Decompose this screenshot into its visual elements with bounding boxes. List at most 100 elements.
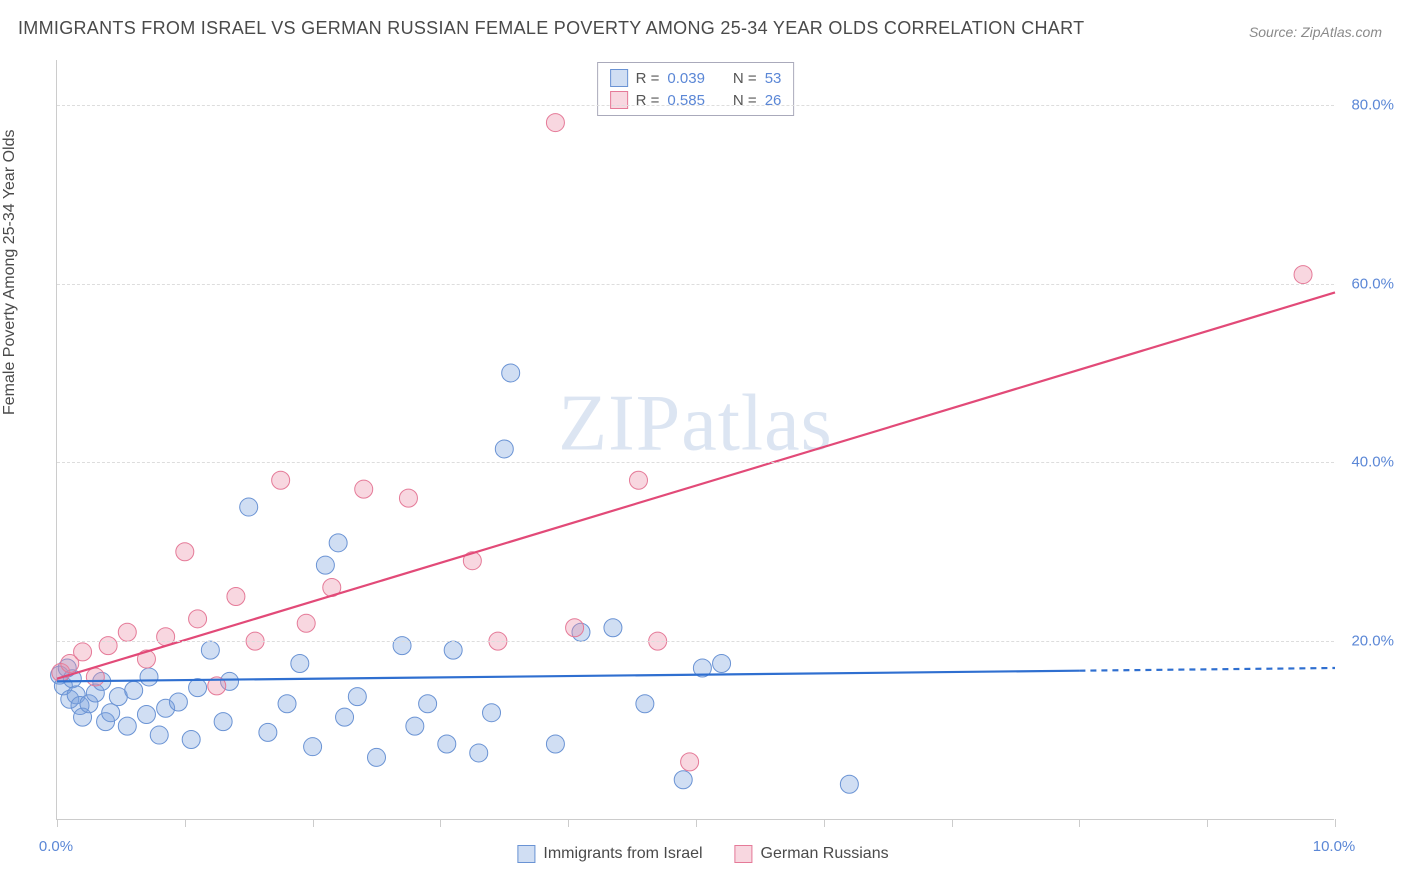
scatter-point <box>483 704 501 722</box>
x-tick <box>1335 819 1336 827</box>
scatter-point <box>348 688 366 706</box>
scatter-point <box>393 637 411 655</box>
r-label: R = <box>636 70 660 87</box>
legend-stat-row: R = 0.039 N = 53 <box>610 67 782 89</box>
scatter-point <box>169 693 187 711</box>
legend-label: German Russians <box>761 845 889 863</box>
n-label: N = <box>733 70 757 87</box>
regression-line <box>57 671 1079 682</box>
scatter-point <box>713 655 731 673</box>
x-tick <box>1079 819 1080 827</box>
x-tick <box>440 819 441 827</box>
scatter-point <box>681 753 699 771</box>
r-value: 0.585 <box>667 92 705 109</box>
scatter-point <box>629 471 647 489</box>
gridline <box>57 641 1334 642</box>
scatter-point <box>604 619 622 637</box>
x-tick <box>696 819 697 827</box>
scatter-point <box>291 655 309 673</box>
y-tick-label: 40.0% <box>1351 454 1394 471</box>
scatter-point <box>316 556 334 574</box>
series-legend: Immigrants from Israel German Russians <box>517 834 888 874</box>
scatter-point <box>336 708 354 726</box>
scatter-point <box>99 637 117 655</box>
scatter-point <box>329 534 347 552</box>
scatter-point <box>150 726 168 744</box>
legend-swatch <box>517 845 535 863</box>
chart-title: IMMIGRANTS FROM ISRAEL VS GERMAN RUSSIAN… <box>18 18 1084 39</box>
n-value: 53 <box>765 70 782 87</box>
chart-svg <box>57 60 1334 819</box>
scatter-point <box>102 704 120 722</box>
regression-line-dashed <box>1079 668 1335 671</box>
y-tick-label: 20.0% <box>1351 633 1394 650</box>
scatter-point <box>399 489 417 507</box>
scatter-point <box>176 543 194 561</box>
scatter-point <box>546 114 564 132</box>
scatter-point <box>125 681 143 699</box>
x-tick <box>185 819 186 827</box>
n-value: 26 <box>765 92 782 109</box>
scatter-point <box>1294 266 1312 284</box>
gridline <box>57 105 1334 106</box>
legend-swatch <box>735 845 753 863</box>
x-tick <box>824 819 825 827</box>
legend-stat-row: R = 0.585 N = 26 <box>610 89 782 111</box>
scatter-point <box>118 717 136 735</box>
scatter-point <box>240 498 258 516</box>
scatter-point <box>297 614 315 632</box>
scatter-point <box>566 619 584 637</box>
scatter-point <box>214 713 232 731</box>
scatter-point <box>636 695 654 713</box>
legend-swatch <box>610 91 628 109</box>
scatter-point <box>444 641 462 659</box>
r-value: 0.039 <box>667 70 705 87</box>
scatter-point <box>118 623 136 641</box>
scatter-point <box>546 735 564 753</box>
legend-item: Immigrants from Israel <box>517 834 702 874</box>
scatter-point <box>355 480 373 498</box>
scatter-point <box>201 641 219 659</box>
legend-item: German Russians <box>735 834 889 874</box>
plot-area: ZIPatlas R =0.039N =53R =0.585N =26 20.0… <box>56 60 1334 820</box>
x-tick <box>57 819 58 827</box>
scatter-point <box>840 775 858 793</box>
scatter-point <box>140 668 158 686</box>
y-tick-label: 80.0% <box>1351 96 1394 113</box>
x-tick-label: 0.0% <box>39 838 73 855</box>
scatter-point <box>189 679 207 697</box>
x-tick <box>568 819 569 827</box>
scatter-point <box>259 723 277 741</box>
x-tick <box>313 819 314 827</box>
scatter-point <box>406 717 424 735</box>
gridline <box>57 462 1334 463</box>
x-tick <box>952 819 953 827</box>
correlation-legend: R = 0.039 N = 53 R = 0.585 N = 26 <box>597 62 795 116</box>
scatter-point <box>182 731 200 749</box>
scatter-point <box>419 695 437 713</box>
scatter-point <box>502 364 520 382</box>
scatter-point <box>227 587 245 605</box>
x-tick-label: 10.0% <box>1313 838 1356 855</box>
scatter-point <box>368 748 386 766</box>
scatter-point <box>674 771 692 789</box>
r-label: R = <box>636 92 660 109</box>
scatter-point <box>438 735 456 753</box>
scatter-point <box>304 738 322 756</box>
scatter-point <box>189 610 207 628</box>
scatter-point <box>137 705 155 723</box>
source-attribution: Source: ZipAtlas.com <box>1249 24 1382 40</box>
scatter-point <box>470 744 488 762</box>
y-axis-label: Female Poverty Among 25-34 Year Olds <box>1 130 19 416</box>
legend-label: Immigrants from Israel <box>543 845 702 863</box>
scatter-point <box>272 471 290 489</box>
legend-swatch <box>610 69 628 87</box>
scatter-point <box>278 695 296 713</box>
gridline <box>57 284 1334 285</box>
n-label: N = <box>733 92 757 109</box>
regression-line <box>57 292 1335 678</box>
x-tick <box>1207 819 1208 827</box>
scatter-point <box>86 668 104 686</box>
y-tick-label: 60.0% <box>1351 275 1394 292</box>
scatter-point <box>495 440 513 458</box>
